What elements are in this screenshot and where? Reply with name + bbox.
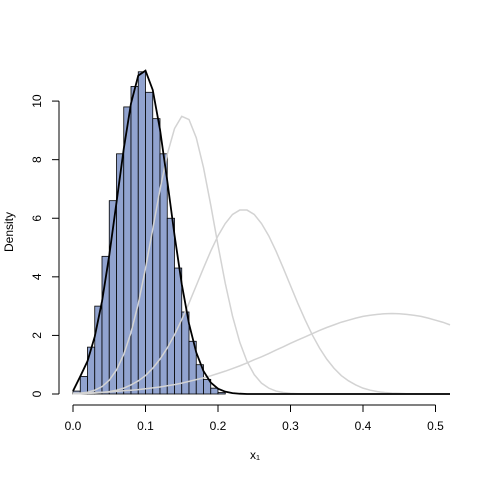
- bar: [137, 71, 146, 395]
- bar: [79, 376, 88, 395]
- y-tick-label: 10: [30, 94, 44, 108]
- bar: [152, 118, 161, 395]
- x-tick-label: 0.2: [210, 419, 227, 433]
- y-tick-label: 6: [30, 215, 44, 222]
- bar: [87, 346, 96, 395]
- y-tick-label: 4: [30, 273, 44, 280]
- bar: [210, 387, 219, 395]
- bar: [166, 217, 175, 395]
- x-tick-label: 0.0: [65, 419, 82, 433]
- x-tick-label: 0.3: [282, 419, 299, 433]
- x-axis-label: x₁: [250, 448, 260, 462]
- density-curve: [72, 69, 450, 395]
- density-curve: [73, 209, 450, 395]
- y-tick-label: 0: [30, 390, 44, 397]
- bar: [130, 86, 139, 395]
- y-tick-label: 8: [30, 156, 44, 163]
- bar: [145, 91, 154, 395]
- bar: [217, 392, 226, 395]
- x-tick-label: 0.4: [355, 419, 372, 433]
- y-axis-label: Density: [2, 212, 16, 252]
- x-tick-label: 0.1: [137, 419, 154, 433]
- bar: [203, 378, 212, 395]
- x-tick-label: 0.5: [427, 419, 444, 433]
- y-tick-label: 2: [30, 332, 44, 339]
- density-curve: [73, 312, 451, 394]
